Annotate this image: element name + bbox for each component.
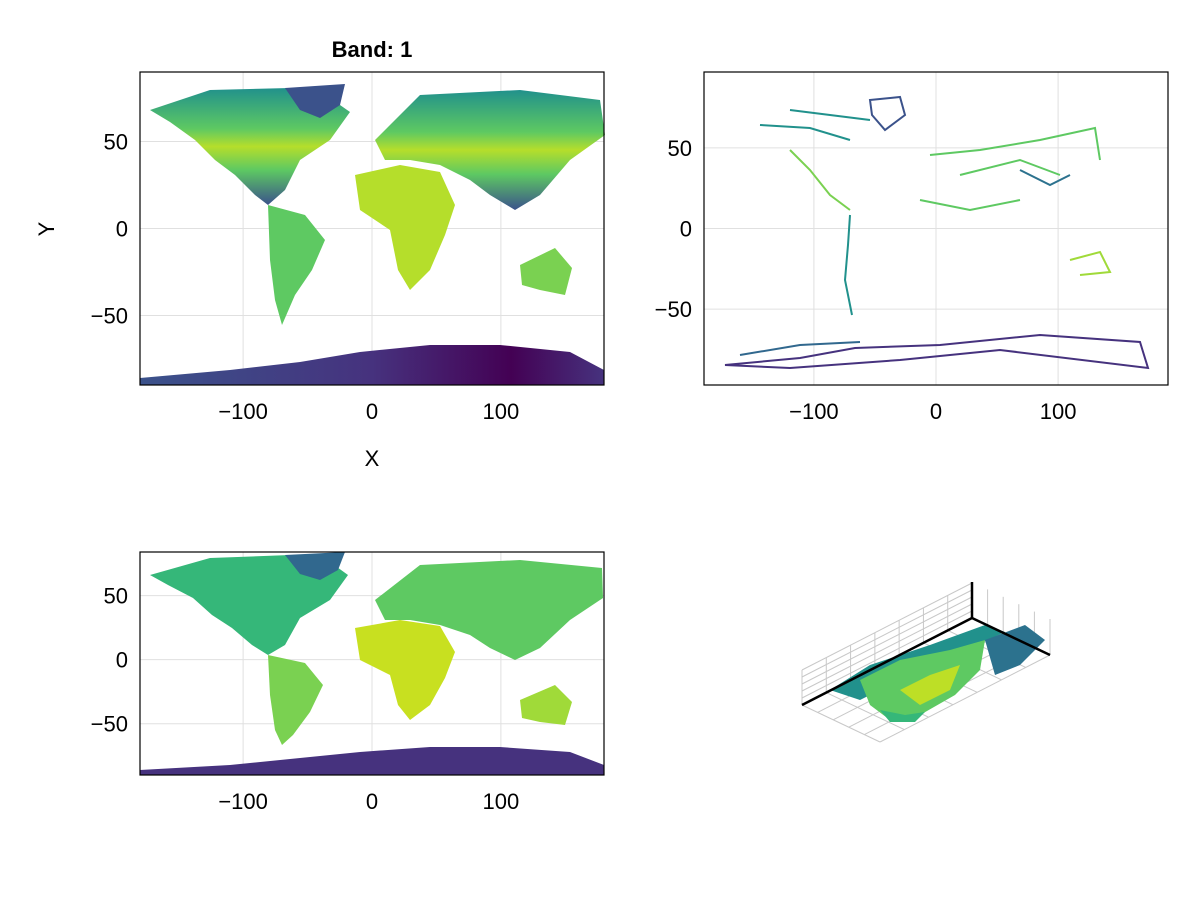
plot-frame xyxy=(139,551,605,776)
contour-lines xyxy=(724,95,1150,370)
x-tick-label: 0 xyxy=(366,789,378,814)
landmass-north-america xyxy=(150,88,350,205)
axis-3d-y xyxy=(971,616,1051,657)
tick-labels: −100 0 100 −50 0 50 xyxy=(91,130,520,424)
grid-3d-line xyxy=(801,603,973,692)
contour-arctic-canada xyxy=(759,109,871,141)
surface-lower xyxy=(880,710,925,722)
grid-3d-line xyxy=(801,589,973,678)
contour-eurasia xyxy=(919,126,1101,212)
grid-3d-line xyxy=(801,582,973,671)
surface-ridge-right xyxy=(985,625,1045,675)
contour-antarctic-coast xyxy=(739,341,861,356)
panel-heatmap-band1: Band: 1 −100 0 100 −50 0 50 X Y xyxy=(34,37,605,471)
x-tick-label: −100 xyxy=(218,399,268,424)
contour-antarctica xyxy=(724,333,1150,370)
world-map-raster xyxy=(140,84,605,385)
world-map-filled xyxy=(140,552,604,775)
landmass-antarctica xyxy=(140,345,604,385)
landmass-greenland xyxy=(285,552,345,580)
y-tick-label: 0 xyxy=(116,648,128,673)
x-tick-label: −100 xyxy=(789,399,839,424)
grid-3d-line xyxy=(879,654,1051,743)
landmass-antarctica xyxy=(140,747,604,775)
landmass-africa xyxy=(355,620,455,720)
surface-mesh xyxy=(830,625,1045,722)
y-tick-label: −50 xyxy=(655,297,692,322)
landmass-australia xyxy=(520,248,572,295)
y-tick-label: 50 xyxy=(104,584,128,609)
x-tick-label: 0 xyxy=(930,399,942,424)
grid-3d-line xyxy=(801,596,973,685)
contour-andes xyxy=(843,214,853,316)
panel-contour-lines: −100 0 100 −50 0 50 xyxy=(655,71,1169,424)
x-tick-label: −100 xyxy=(218,789,268,814)
axis-3d-x xyxy=(801,616,973,707)
x-axis-label: X xyxy=(365,446,380,471)
landmass-south-america xyxy=(268,205,325,325)
y-axis-label: Y xyxy=(34,221,59,236)
x-tick-label: 100 xyxy=(483,399,520,424)
landmass-eurasia xyxy=(375,560,603,660)
contour-north-america xyxy=(789,149,851,211)
landmass-australia xyxy=(520,685,572,725)
tick-labels: −100 0 100 −50 0 50 xyxy=(655,136,1077,424)
landmass-eurasia xyxy=(375,90,605,210)
contour-australia xyxy=(1069,250,1112,276)
landmass-north-america xyxy=(150,555,348,655)
landmass-africa xyxy=(355,165,455,290)
grid-3d-line xyxy=(826,692,905,731)
tick-labels: −100 0 100 −50 0 50 xyxy=(91,584,520,814)
grid-3d-line xyxy=(801,704,881,743)
y-tick-label: 0 xyxy=(680,217,692,242)
panel-filled-contour: −100 0 100 −50 0 50 xyxy=(91,551,605,814)
landmass-greenland xyxy=(285,84,345,118)
landmass-south-america xyxy=(268,655,323,745)
y-tick-label: −50 xyxy=(91,712,128,737)
contour-tibet xyxy=(1019,169,1071,187)
y-tick-label: 50 xyxy=(104,130,128,155)
x-tick-label: 100 xyxy=(483,789,520,814)
grid-3d-line xyxy=(801,610,973,699)
plot-frame xyxy=(703,71,1169,386)
plot-frame xyxy=(139,71,605,386)
contour-greenland xyxy=(868,95,907,132)
y-tick-label: 0 xyxy=(116,217,128,242)
x-tick-label: 100 xyxy=(1040,399,1077,424)
y-tick-label: 50 xyxy=(668,136,692,161)
panel-3d-surface xyxy=(801,582,1051,743)
x-tick-label: 0 xyxy=(366,399,378,424)
grid-lines xyxy=(704,72,1168,385)
y-tick-label: −50 xyxy=(91,303,128,328)
surface-peak xyxy=(900,665,960,705)
panel-title: Band: 1 xyxy=(332,37,413,62)
